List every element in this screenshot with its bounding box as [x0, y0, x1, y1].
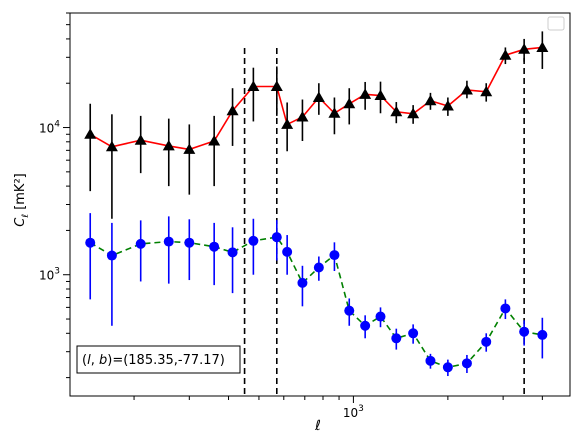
data-point	[424, 94, 437, 106]
data-point	[247, 80, 260, 92]
data-point	[296, 110, 309, 122]
annotation-box: (l, b)=(185.35,-77.17)	[76, 345, 241, 374]
data-point	[441, 100, 454, 111]
y-tick-label: 103	[39, 267, 60, 283]
y-tick-label: 104	[39, 120, 60, 136]
data-point	[499, 49, 512, 60]
data-point	[105, 140, 118, 152]
data-point	[481, 336, 492, 347]
data-point	[425, 355, 436, 366]
x-axis-label: ℓ	[314, 418, 321, 434]
data-point	[500, 303, 511, 314]
annotation-text: (l, b)=(185.35,-77.17)	[82, 353, 225, 368]
series-layer	[84, 31, 549, 377]
data-point	[407, 107, 420, 119]
data-point	[442, 362, 453, 373]
y-axis-label: Cℓ [mK²]	[13, 173, 31, 226]
y-axis-ticks	[63, 12, 70, 379]
series-1	[84, 31, 549, 219]
data-point	[408, 328, 419, 339]
data-point	[281, 118, 294, 129]
data-point	[163, 236, 174, 247]
data-point	[85, 237, 96, 248]
data-point	[84, 128, 97, 139]
data-point	[461, 358, 472, 369]
data-point	[297, 277, 308, 288]
data-point	[374, 89, 387, 101]
plot-background	[70, 13, 570, 396]
data-point	[329, 250, 340, 261]
data-point	[375, 311, 386, 322]
data-point	[271, 232, 282, 243]
legend-box	[547, 16, 565, 31]
data-point	[519, 326, 530, 337]
data-point	[106, 250, 117, 261]
x-axis-ticks	[133, 396, 543, 403]
data-point	[162, 139, 175, 151]
data-point	[282, 246, 293, 257]
data-point	[135, 238, 146, 249]
data-point	[312, 91, 325, 102]
data-point	[313, 262, 324, 273]
data-point	[134, 134, 147, 145]
data-point	[480, 85, 493, 97]
data-point	[359, 88, 372, 99]
data-point	[391, 333, 402, 344]
data-point	[209, 241, 220, 252]
data-point	[537, 329, 548, 340]
data-point	[270, 80, 283, 92]
annotation-frame	[76, 345, 241, 374]
series-2	[85, 213, 548, 377]
data-point	[227, 247, 238, 258]
data-point	[518, 43, 531, 54]
data-point	[344, 305, 355, 316]
data-point	[208, 135, 221, 146]
tick-labels: 103 104 103	[39, 120, 364, 420]
data-point	[536, 41, 549, 52]
data-point	[343, 97, 356, 109]
data-point	[328, 107, 341, 118]
data-point	[248, 235, 259, 246]
data-point	[390, 105, 403, 117]
data-point	[184, 237, 195, 248]
data-point	[360, 320, 371, 331]
data-point	[183, 143, 196, 154]
data-point	[226, 104, 239, 116]
legend	[547, 16, 565, 31]
x-tick-label: 103	[343, 404, 364, 420]
data-point	[460, 83, 473, 95]
